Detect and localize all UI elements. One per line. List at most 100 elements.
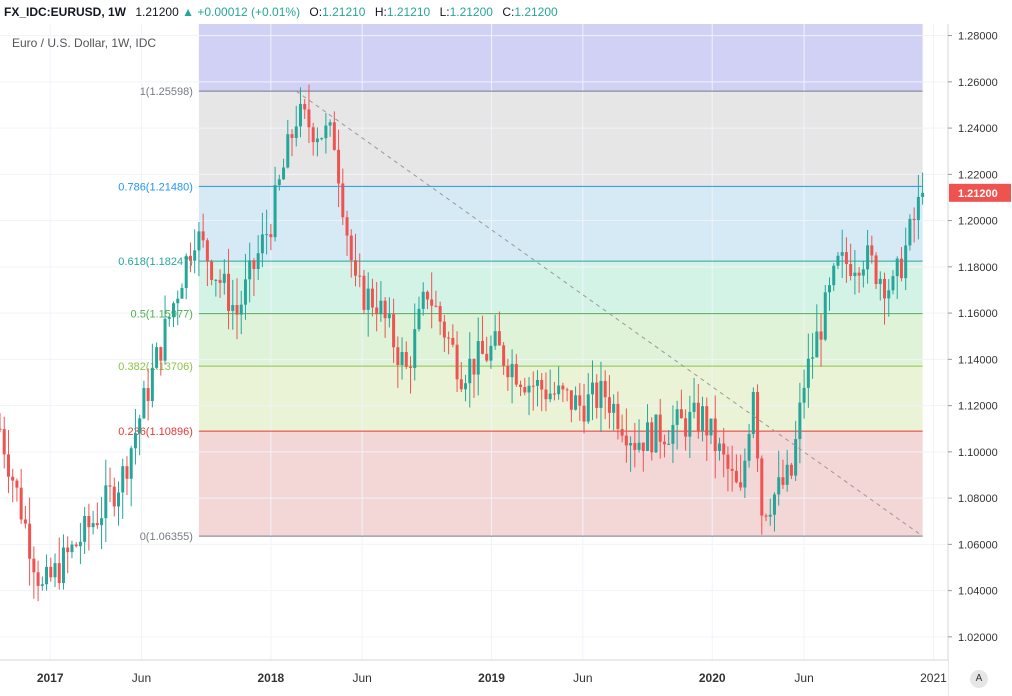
candle-body-97 — [409, 366, 413, 368]
candle-body-178 — [751, 391, 755, 435]
symbol-label[interactable]: FX_IDC:EURUSD, 1W — [4, 5, 127, 19]
candle-body-49 — [205, 240, 209, 262]
candle-body-131 — [552, 393, 556, 395]
candle-body-101 — [425, 291, 429, 300]
candle-body-40 — [167, 317, 171, 319]
candle-body-143 — [603, 380, 607, 398]
fib-label-3: 0.5(1.15977) — [131, 309, 193, 321]
candle-body-84 — [354, 260, 357, 276]
time-axis: 2017 Jun 2018 Jun 2019 Jun 2020 Jun 2021 — [0, 659, 948, 696]
candle-body-130 — [548, 393, 552, 400]
candle-body-70 — [294, 126, 298, 138]
candle-body-139 — [586, 394, 590, 422]
open-label: O: — [309, 5, 323, 19]
y-tick-label-7: 1.14000 — [958, 354, 998, 366]
candle-body-157 — [662, 441, 666, 445]
candle-body-14 — [57, 563, 61, 584]
candle-body-15 — [61, 547, 65, 584]
candle-body-54 — [227, 273, 231, 311]
fib-band-0 — [198, 24, 923, 92]
candle-body-113 — [476, 341, 480, 375]
candle-body-211 — [891, 276, 895, 291]
open-value: 1.21210 — [322, 5, 366, 19]
candle-body-96 — [404, 351, 408, 367]
candle-body-9 — [36, 572, 40, 586]
candle-body-149 — [629, 443, 633, 446]
candle-body-80 — [337, 149, 341, 184]
candle-body-7 — [28, 523, 32, 559]
candle-body-68 — [286, 134, 290, 168]
candle-body-198 — [836, 255, 840, 266]
candle-body-43 — [180, 287, 184, 299]
candle-body-36 — [150, 367, 154, 402]
candle-body-32 — [133, 433, 137, 449]
change-arrow-icon: ▲ — [182, 5, 194, 19]
candle-body-175 — [739, 482, 743, 488]
trend-line — [295, 90, 923, 537]
candle-body-109 — [459, 379, 463, 390]
candle-body-136 — [574, 395, 578, 410]
candle-body-41 — [172, 303, 176, 318]
candle-body-196 — [828, 285, 831, 293]
auto-scale-button[interactable]: A — [970, 670, 988, 688]
candle-body-81 — [341, 183, 345, 218]
last-price-label: 1.21200 — [958, 188, 998, 200]
candle-body-159 — [671, 424, 675, 444]
candle-body-83 — [349, 235, 353, 261]
candle-body-50 — [210, 261, 214, 280]
price-chart[interactable]: 1(1.25598) 0.786(1.21480) 0.618(1.18247) 0.… — [0, 24, 1012, 696]
candle-body-104 — [438, 305, 442, 322]
candle-body-145 — [612, 403, 616, 413]
candle-body-17 — [70, 544, 74, 553]
candle-body-201 — [849, 264, 853, 277]
fib-band-6 — [198, 431, 923, 537]
y-tick-label-2: 1.24000 — [958, 123, 998, 135]
candle-body-37 — [155, 347, 159, 368]
candle-body-124 — [523, 386, 527, 393]
candle-body-210 — [887, 290, 891, 299]
candle-body-203 — [857, 272, 861, 276]
candle-body-176 — [743, 460, 747, 488]
candle-body-212 — [895, 258, 899, 277]
candle-body-144 — [607, 397, 611, 413]
candle-body-93 — [392, 314, 396, 348]
y-tick-label-8: 1.12000 — [958, 401, 998, 413]
candle-body-51 — [214, 279, 218, 281]
candle-body-141 — [595, 382, 599, 408]
candle-body-102 — [430, 299, 434, 306]
candle-body-147 — [620, 428, 624, 436]
candle-body-99 — [417, 308, 421, 330]
candle-body-135 — [569, 390, 573, 410]
candle-body-179 — [756, 391, 760, 459]
candle-body-5 — [19, 487, 23, 520]
candle-body-163 — [688, 411, 692, 437]
candle-body-53 — [222, 273, 226, 283]
candle-body-100 — [421, 291, 425, 309]
low-label: L: — [439, 5, 450, 19]
candle-body-77 — [324, 125, 328, 139]
candle-body-20 — [83, 515, 87, 542]
candle-body-3 — [11, 476, 15, 481]
candle-body-165 — [696, 402, 700, 431]
candle-body-195 — [823, 292, 827, 340]
candle-body-105 — [442, 321, 446, 338]
candle-body-205 — [866, 245, 870, 270]
candle-body-129 — [544, 389, 548, 400]
candle-body-162 — [684, 418, 688, 437]
candle-body-27 — [112, 486, 116, 507]
candle-body-155 — [654, 414, 658, 453]
candle-body-8 — [32, 558, 36, 573]
x-tick-label-6: 2020 — [699, 671, 726, 685]
candle-body-88 — [370, 288, 374, 308]
candle-body-103 — [434, 305, 438, 307]
candle-body-154 — [650, 422, 654, 453]
price-change: +0.00012 (+0.01%) — [197, 5, 301, 19]
candle-body-111 — [468, 358, 472, 384]
candle-body-181 — [764, 515, 768, 517]
candle-body-44 — [184, 255, 188, 288]
x-tick-label-7: Jun — [794, 671, 813, 685]
y-tick-label-3: 1.22000 — [958, 169, 998, 181]
candle-body-192 — [811, 357, 815, 359]
candle-body-79 — [332, 122, 336, 150]
grid-lines — [0, 24, 948, 660]
